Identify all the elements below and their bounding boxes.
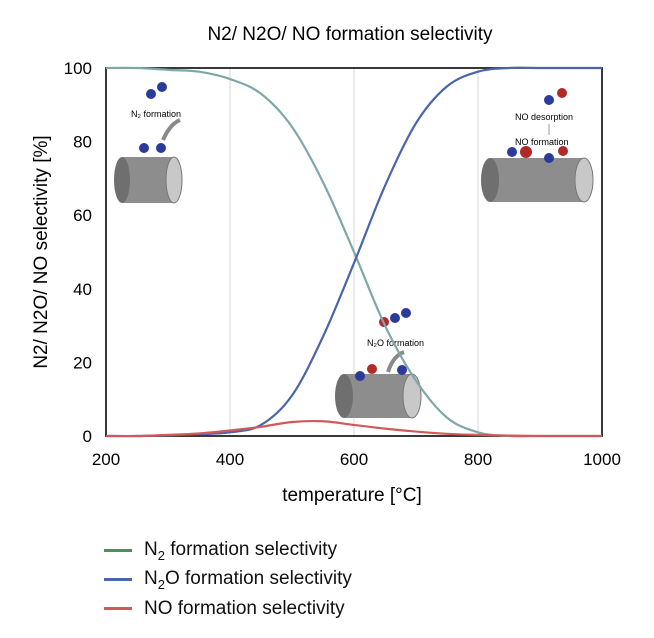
no-desorption-label: NO desorption	[515, 112, 573, 122]
series-line-no-formation-selectivity	[105, 419, 602, 438]
y-tick-labels: 0 20 40 60 80 100	[64, 59, 92, 446]
legend-swatch	[104, 549, 132, 552]
y-tick-label: 100	[64, 59, 92, 78]
plot-frame	[105, 67, 603, 437]
n2o-formation-label: N₂O formation	[367, 338, 424, 348]
chart-title: N2/ N2O/ NO formation selectivity	[207, 24, 493, 45]
y-tick-label: 0	[83, 427, 92, 446]
x-tick-label: 1000	[583, 450, 621, 469]
legend-swatch	[104, 607, 132, 610]
legend: N2 formation selectivity N2O formation se…	[104, 536, 352, 623]
y-tick-label: 60	[73, 206, 92, 225]
y-axis-label: N2/ N2O/ NO selectivity [%]	[31, 135, 52, 368]
x-tick-labels: 200 400 600 800 1000	[92, 450, 621, 469]
inset-n2o-formation: N₂O formation	[335, 308, 424, 419]
no-formation-label: NO formation	[515, 137, 569, 147]
series-lines	[105, 66, 602, 438]
legend-item: N2 formation selectivity	[104, 536, 352, 565]
legend-item: N2O formation selectivity	[104, 565, 352, 594]
n2-formation-label: N₂ formation	[131, 109, 181, 119]
x-tick-label: 800	[464, 450, 492, 469]
legend-label: NO formation selectivity	[144, 597, 345, 619]
inset-n2-formation: N₂ formation	[114, 82, 183, 204]
legend-swatch	[104, 578, 132, 581]
legend-label: N2O formation selectivity	[144, 567, 352, 592]
inset-no-formation: NO desorption NO formation	[481, 88, 594, 203]
y-tick-label: 40	[73, 280, 92, 299]
legend-label: N2 formation selectivity	[144, 538, 338, 563]
x-tick-label: 600	[340, 450, 368, 469]
x-tick-label: 400	[216, 450, 244, 469]
y-tick-label: 80	[73, 133, 92, 152]
y-tick-label: 20	[73, 353, 92, 372]
x-axis-label: temperature [°C]	[282, 485, 422, 506]
x-tick-label: 200	[92, 450, 120, 469]
legend-item: NO formation selectivity	[104, 594, 352, 623]
